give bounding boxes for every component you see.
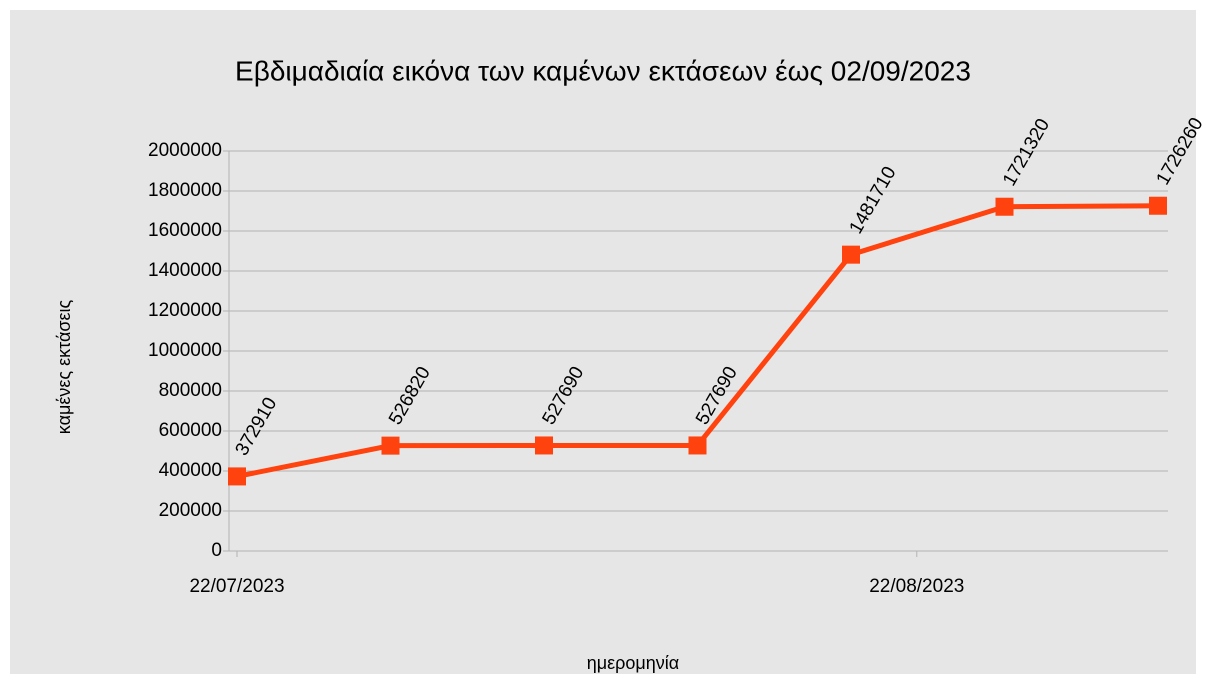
x-axis-label: ημερομηνία <box>587 653 679 673</box>
x-tick-label: 22/07/2023 <box>189 576 284 597</box>
data-point <box>1149 196 1167 215</box>
y-tick-label: 400000 <box>159 460 222 481</box>
y-tick-label: 800000 <box>159 380 222 401</box>
data-point <box>995 197 1014 216</box>
data-point <box>381 436 400 455</box>
y-axis-label: καμένες εκτάσεις <box>54 299 74 434</box>
y-tick-label: 0 <box>211 540 222 561</box>
chart-background <box>10 10 1196 674</box>
y-tick-label: 2000000 <box>148 140 222 161</box>
data-point <box>842 245 860 264</box>
y-tick-label: 1400000 <box>148 260 222 281</box>
data-point <box>535 436 553 455</box>
y-tick-label: 1000000 <box>148 340 222 361</box>
x-tick-label: 22/08/2023 <box>869 576 964 597</box>
y-tick-label: 200000 <box>159 500 222 521</box>
chart-title: Εβδιμαδιαία εικόνα των καμένων εκτάσεων … <box>235 55 971 86</box>
y-tick-label: 1200000 <box>148 300 222 321</box>
y-tick-label: 1600000 <box>148 220 222 241</box>
data-point <box>228 467 246 486</box>
data-point <box>688 436 707 455</box>
y-tick-label: 600000 <box>159 420 222 441</box>
y-tick-label: 1800000 <box>148 180 222 201</box>
